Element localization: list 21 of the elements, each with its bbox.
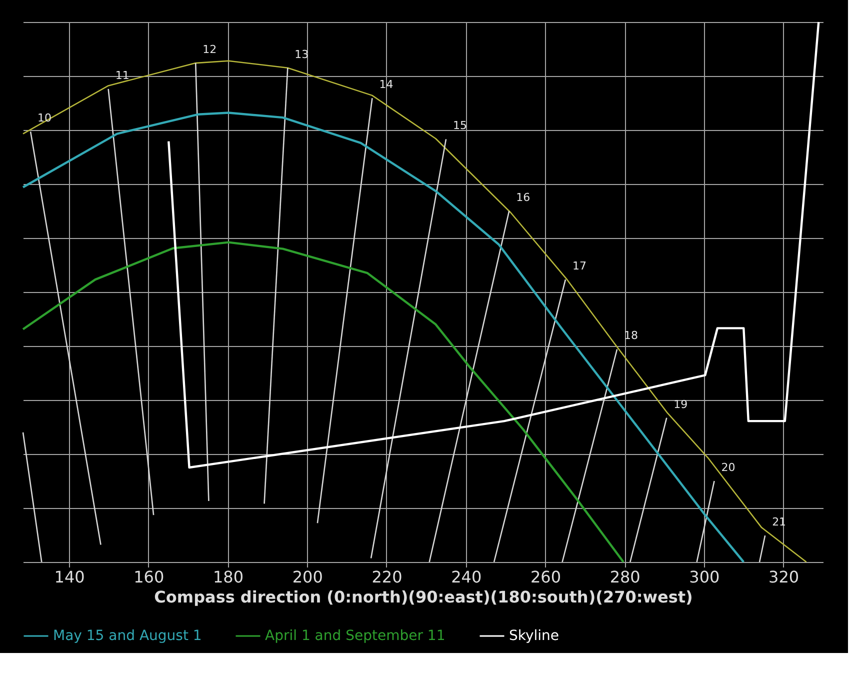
legend-label: April 1 and September 11: [265, 628, 446, 644]
x-tick-label: 240: [451, 568, 482, 586]
x-tick-label: 140: [54, 568, 85, 586]
x-tick-label: 220: [372, 568, 402, 586]
x-tick-label: 200: [292, 568, 323, 586]
x-axis-title: Compass direction (0:north)(90:east)(180:south)(270:west): [154, 588, 693, 606]
x-tick-label: 320: [768, 568, 800, 586]
legend-label: May 15 and August 1: [53, 628, 202, 644]
annotation: 10: [38, 112, 52, 125]
legend-label: Skyline: [509, 628, 560, 644]
annotation: 20: [721, 461, 736, 474]
x-tick-label: 300: [689, 568, 720, 586]
annotation: 15: [453, 119, 468, 132]
x-tick-label: 280: [610, 568, 640, 586]
x-tick-label: 180: [212, 568, 244, 586]
annotation: 16: [516, 191, 530, 204]
annotation: 19: [674, 398, 688, 411]
annotation: 12: [202, 43, 217, 56]
annotation: 17: [572, 260, 586, 273]
x-tick-label: 260: [530, 568, 561, 586]
x-tick-label: 160: [134, 568, 164, 586]
